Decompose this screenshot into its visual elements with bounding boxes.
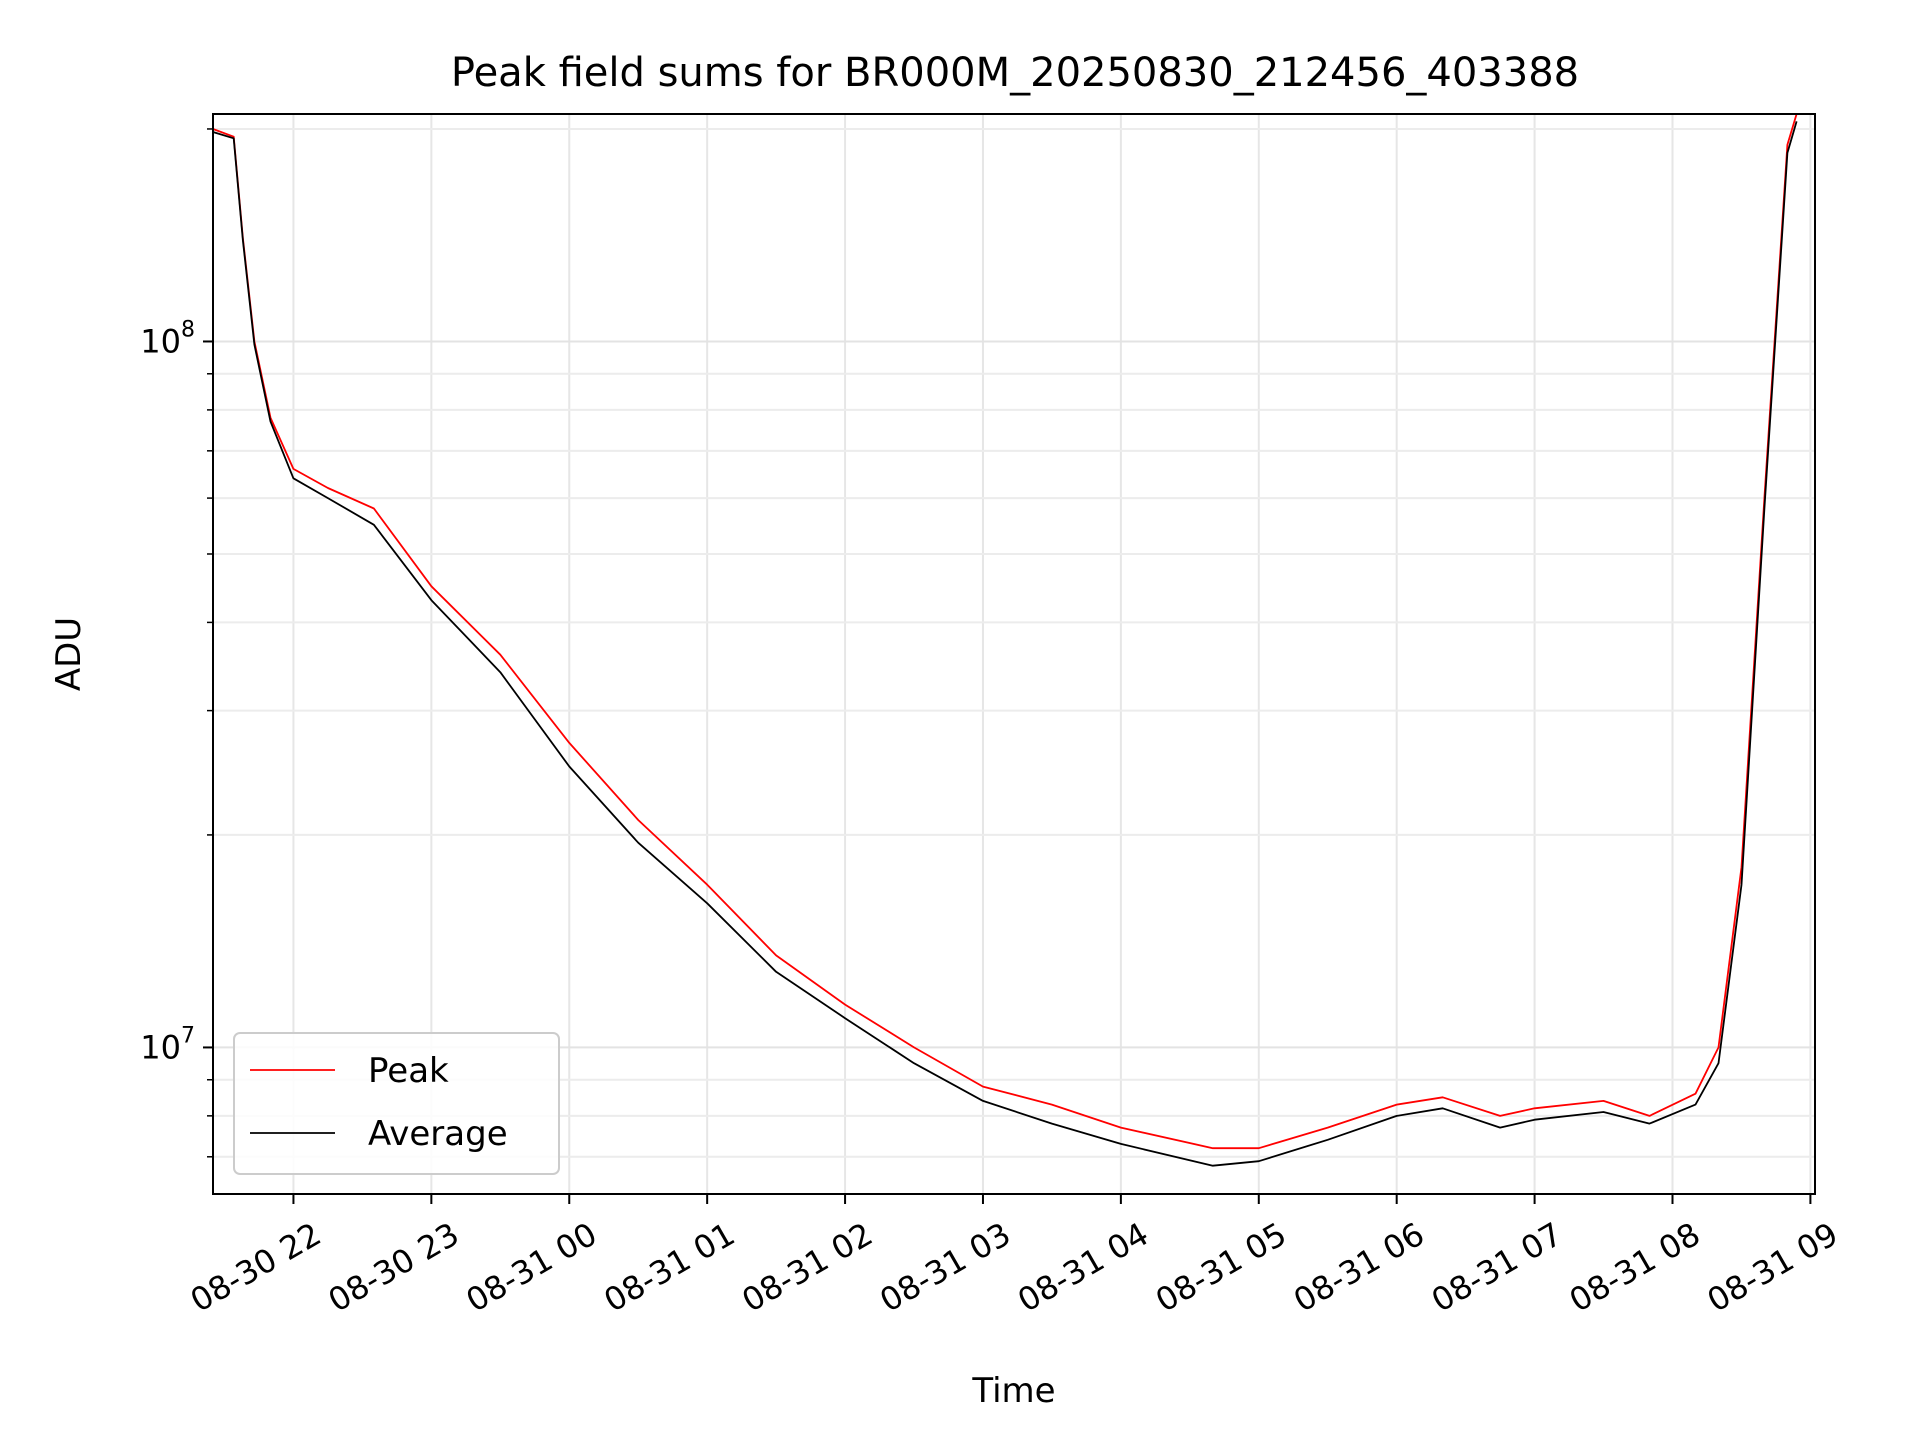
legend-label-peak: Peak <box>368 1051 449 1091</box>
legend-box <box>233 1032 560 1175</box>
chart-title: Peak field sums for BR000M_20250830_2124… <box>451 50 1579 96</box>
series-line-average <box>213 121 1798 1167</box>
y-axis-label: ADU <box>49 617 89 691</box>
series-line-peak <box>213 114 1798 1150</box>
y-tick-label: 108 <box>140 317 195 360</box>
plot-frame <box>212 113 1816 1195</box>
y-axis: 107 108 <box>140 128 213 1158</box>
series-group <box>213 114 1798 1167</box>
y-tick-label: 107 <box>140 1023 195 1066</box>
legend-label-average: Average <box>368 1114 508 1154</box>
legend: Peak Average <box>233 1032 560 1175</box>
grid <box>213 114 1815 1194</box>
x-axis-label: Time <box>971 1371 1055 1411</box>
